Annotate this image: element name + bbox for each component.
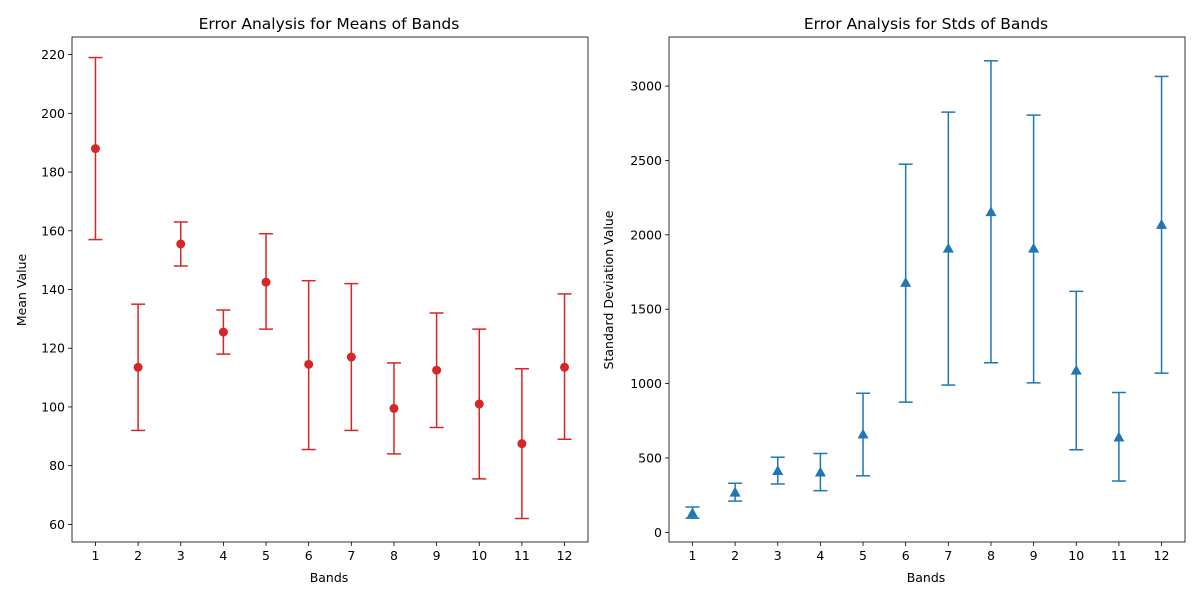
means-data-point [133, 362, 143, 372]
stds-x-tick-label: 2 [731, 548, 739, 563]
means-x-tick-label: 1 [91, 548, 99, 563]
means-y-tick-label: 180 [41, 165, 65, 180]
stds-x-tick-label: 10 [1068, 548, 1084, 563]
means-plot-frame [71, 36, 589, 543]
means-data-point [90, 144, 100, 154]
means-y-axis-label: Mean Value [14, 254, 29, 327]
stds-data-point [814, 466, 826, 477]
means-data-point [304, 359, 314, 369]
means-data-point [432, 365, 442, 375]
means-data-point [218, 327, 228, 337]
means-x-tick-label: 4 [219, 548, 227, 563]
means-x-tick-label: 3 [177, 548, 185, 563]
means-y-tick-label: 200 [41, 106, 65, 121]
stds-y-tick-label: 1000 [630, 376, 662, 391]
stds-data-point [729, 486, 741, 497]
means-y-tick-label: 160 [41, 223, 65, 238]
stds-data-point [857, 428, 869, 439]
stds-data-point [942, 242, 954, 253]
stds-data-point [772, 465, 784, 476]
stds-x-axis-label: Bands [907, 570, 946, 585]
means-data-point [261, 277, 271, 287]
means-y-tick-label: 80 [49, 458, 65, 473]
means-x-tick-label: 12 [557, 548, 573, 563]
stds-y-tick-label: 1500 [630, 302, 662, 317]
means-x-tick-label: 9 [433, 548, 441, 563]
stds-data-point [686, 507, 698, 518]
means-y-tick-label: 60 [49, 517, 65, 532]
means-x-tick-label: 2 [134, 548, 142, 563]
stds-y-tick-label: 2000 [630, 227, 662, 242]
stds-y-axis-label: Standard Deviation Value [601, 210, 616, 369]
means-data-point [474, 399, 484, 409]
stds-y-tick-label: 0 [654, 525, 662, 540]
stds-data-point [1028, 242, 1040, 253]
means-x-tick-label: 11 [514, 548, 530, 563]
stds-y-tick-label: 3000 [630, 79, 662, 94]
means-chart-panel: Error Analysis for Means of Bands Bands … [14, 15, 589, 585]
stds-y-tick-label: 2500 [630, 153, 662, 168]
stds-x-tick-label: 8 [987, 548, 995, 563]
means-chart-title: Error Analysis for Means of Bands [199, 15, 460, 33]
means-x-tick-label: 8 [390, 548, 398, 563]
means-data-point [560, 362, 570, 372]
stds-x-tick-label: 4 [816, 548, 824, 563]
means-y-tick-label: 140 [41, 282, 65, 297]
stds-x-tick-label: 12 [1154, 548, 1170, 563]
stds-x-tick-label: 3 [774, 548, 782, 563]
means-data-point [389, 403, 399, 413]
stds-data-point [1070, 364, 1082, 375]
stds-x-tick-label: 5 [859, 548, 867, 563]
means-data-point [176, 239, 186, 249]
means-x-tick-label: 10 [471, 548, 487, 563]
stds-y-tick-label: 500 [638, 450, 662, 465]
means-x-tick-label: 5 [262, 548, 270, 563]
stds-x-tick-label: 11 [1111, 548, 1127, 563]
stds-x-tick-label: 7 [944, 548, 952, 563]
means-y-tick-label: 220 [41, 47, 65, 62]
stds-data-point [1113, 431, 1125, 442]
means-y-tick-label: 100 [41, 399, 65, 414]
means-x-axis-label: Bands [310, 570, 349, 585]
stds-plot-frame [668, 36, 1186, 543]
stds-chart-title: Error Analysis for Stds of Bands [804, 15, 1048, 33]
means-x-tick-label: 7 [347, 548, 355, 563]
stds-data-point [900, 276, 912, 287]
means-data-point [517, 439, 527, 449]
stds-data-point [985, 206, 997, 217]
stds-x-tick-label: 6 [902, 548, 910, 563]
stds-x-tick-label: 9 [1030, 548, 1038, 563]
stds-data-point [1156, 218, 1168, 229]
stds-chart-panel: Error Analysis for Stds of Bands Bands S… [601, 15, 1186, 585]
means-data-point [346, 352, 356, 362]
means-y-tick-label: 120 [41, 341, 65, 356]
means-x-tick-label: 6 [305, 548, 313, 563]
stds-x-tick-label: 1 [688, 548, 696, 563]
